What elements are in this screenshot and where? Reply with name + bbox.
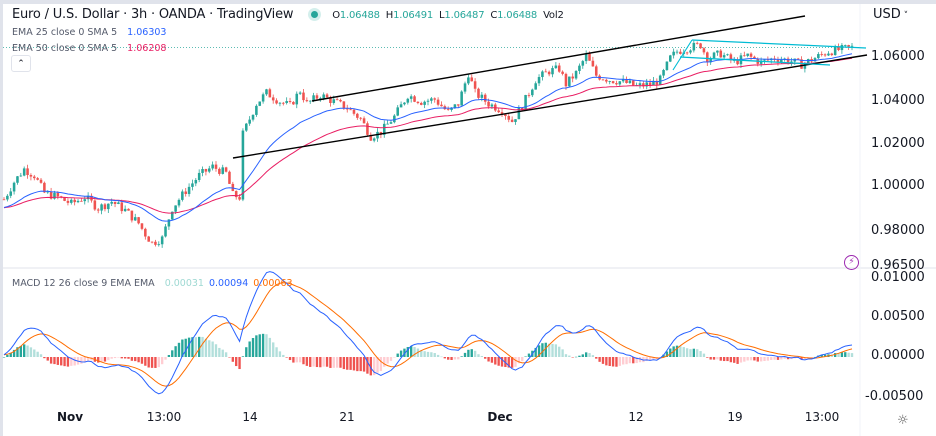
ohlc-values: O1.06488 H1.06491 L1.06487 C1.06488 Vol2 [332,10,564,21]
low-value: 1.06487 [444,10,485,21]
macd-axis-label: 0.00000 [871,348,925,363]
price-axis-label: 1.02000 [871,136,925,151]
open-label: O [332,10,340,21]
triangle-upper-line[interactable] [691,39,867,49]
close-value: 1.06488 [497,10,538,21]
triangle-lower-line[interactable] [679,56,831,66]
chevron-up-icon: ⌃ [17,58,25,69]
macd-signal-value: 0.00063 [253,278,293,289]
price-axis-label: 1.00000 [871,178,925,193]
currency-label: USD [873,7,901,22]
time-axis-label: 21 [339,410,355,424]
volume-value: 2 [557,10,564,21]
gear-icon[interactable]: ☼ [897,413,909,428]
volume-label: Vol [543,10,558,21]
indicator-ema50-label: EMA 50 close 0 SMA 5 [12,43,118,54]
macd-histogram-value: 0.00031 [164,278,204,289]
close-label: C [490,10,498,21]
time-axis-label: Nov [56,410,84,424]
indicator-ema50[interactable]: EMA 50 close 0 SMA 5 1.06208 [12,43,166,54]
candlesticks [2,40,854,248]
channel-lower-line[interactable] [232,54,868,159]
price-axis-label: 0.98000 [871,223,925,238]
currency-selector[interactable]: USD ˅ [873,7,908,22]
indicator-ema50-value: 1.06208 [127,43,167,54]
price-axis-label: 1.06000 [871,49,925,64]
lightning-icon[interactable]: ⚡ [844,255,859,270]
macd-label: MACD 12 26 close 9 EMA EMA [12,278,155,289]
market-status-icon [311,10,319,18]
high-label: H [385,10,394,21]
macd-line [3,271,853,395]
symbol-title[interactable]: Euro / U.S. Dollar · 3h · OANDA · Tradin… [12,7,294,22]
macd-line-value: 0.00094 [208,278,249,289]
time-axis-label: Dec [487,410,513,424]
time-axis-label: 13:00 [804,410,840,424]
time-axis-label: 13:00 [146,410,182,424]
time-axis-label: 12 [628,410,644,424]
macd-axis-label: 0.01000 [871,270,925,285]
macd-signal-line [3,282,853,387]
macd-histogram [2,333,854,376]
ema50-line [3,57,853,214]
low-label: L [439,10,445,21]
chart-legend-title: Euro / U.S. Dollar · 3h · OANDA · Tradin… [12,7,564,22]
macd-axis-label: 0.00500 [871,309,925,324]
macd-legend[interactable]: MACD 12 26 close 9 EMA EMA 0.00031 0.00094… [12,278,293,289]
time-axis-label: 14 [242,410,258,424]
channel-upper-line[interactable] [311,15,806,102]
macd-axis-label: -0.00500 [865,389,924,404]
price-axis-label: 1.04000 [871,93,925,108]
indicator-ema25-label: EMA 25 close 0 SMA 5 [12,27,118,38]
open-value: 1.06488 [339,10,380,21]
high-value: 1.06491 [393,10,434,21]
price-axis-label: 0.96500 [871,258,925,273]
collapse-legend-button[interactable]: ⌃ [11,55,31,72]
ema25-line [3,53,853,222]
chevron-down-icon: ˅ [900,11,909,21]
indicator-ema25-value: 1.06303 [127,27,167,38]
indicator-ema25[interactable]: EMA 25 close 0 SMA 5 1.06303 [12,27,166,38]
time-axis-label: 19 [727,410,743,424]
